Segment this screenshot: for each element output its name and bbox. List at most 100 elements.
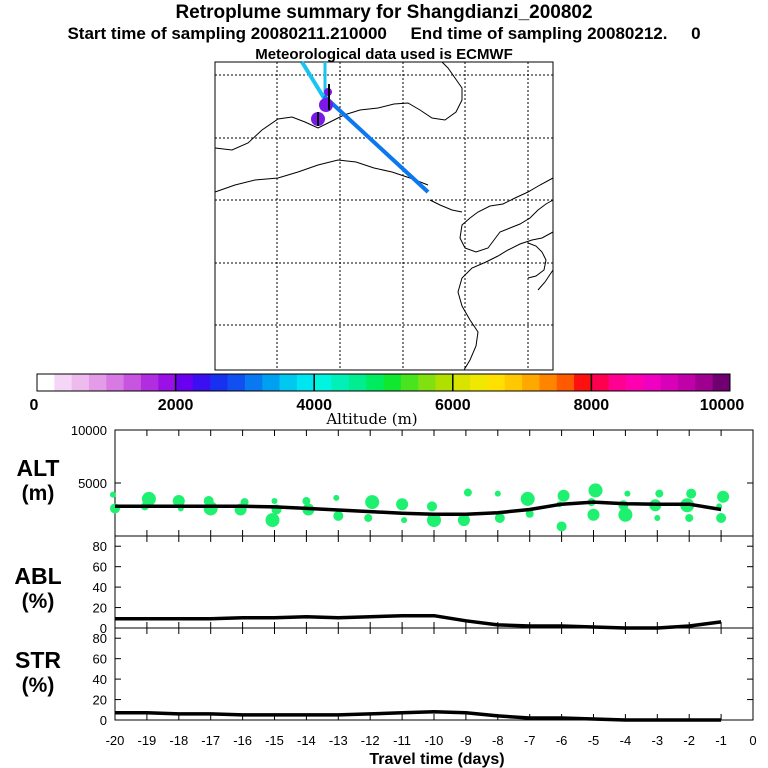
plume-point	[654, 514, 661, 521]
meteorological-data-line: Meteorological data used is ECMWF	[255, 46, 513, 63]
colorbar-swatch	[140, 374, 159, 391]
colorbar-swatch	[296, 374, 315, 391]
plume-point	[365, 495, 380, 510]
plume-point	[427, 513, 441, 528]
sampling-time-line: Start time of sampling 20080211.210000 E…	[67, 24, 701, 43]
x-tick-label: -14	[297, 733, 316, 748]
colorbar-swatch	[123, 374, 142, 391]
colorbar-tick-label: 0	[30, 397, 39, 414]
altitude-colorbar: 0 2000 4000 6000 8000 10000	[30, 373, 745, 414]
trajectory-marker	[319, 98, 333, 112]
y-tick-label: 40	[93, 672, 107, 687]
colorbar-swatch	[504, 374, 523, 391]
plume-point	[557, 489, 570, 502]
time-series-panels: ALT(m)100005000ABL(%)020406080STR(%)0204…	[14, 423, 756, 748]
x-tick-label: -8	[492, 733, 504, 748]
colorbar-swatch	[262, 374, 280, 391]
trajectory-main-branch	[322, 94, 430, 194]
y-tick-label: 0	[100, 713, 107, 728]
x-tick-label: -11	[393, 733, 411, 748]
colorbar-swatch	[366, 374, 384, 391]
panel-y-label: ABL	[14, 563, 61, 589]
x-tick-label: -1	[715, 733, 727, 748]
colorbar-swatch	[227, 374, 246, 391]
plume-point	[427, 501, 437, 512]
colorbar-swatch	[695, 374, 714, 391]
trajectory-upper-branch	[300, 60, 326, 100]
panel-y-label: STR	[15, 647, 61, 673]
y-tick-label: 60	[93, 652, 107, 667]
panel-frame	[114, 627, 754, 721]
x-tick-label: -20	[106, 733, 125, 748]
plume-point	[685, 513, 694, 522]
plume-point	[525, 509, 534, 518]
plume-point	[172, 495, 185, 508]
panel-y-label: ALT	[16, 455, 59, 481]
colorbar-swatch	[452, 374, 471, 391]
colorbar-swatch	[37, 374, 55, 391]
colorbar-tick-label: 10000	[700, 397, 745, 414]
colorbar-swatch	[556, 374, 575, 391]
colorbar-swatch	[54, 374, 73, 391]
y-tick-label: 20	[93, 693, 107, 708]
colorbar-swatch	[591, 374, 610, 391]
x-tick-label: -9	[460, 733, 472, 748]
plume-point	[302, 497, 311, 506]
map-frame	[214, 61, 554, 371]
colorbar-swatch	[400, 374, 419, 391]
plume-point	[364, 513, 373, 522]
colorbar-swatch	[678, 374, 696, 391]
colorbar-swatch	[435, 374, 454, 391]
plume-point	[618, 507, 633, 522]
series-line	[115, 710, 722, 722]
x-tick-label: -17	[201, 733, 220, 748]
colorbar-swatch	[279, 374, 298, 391]
colorbar-swatch	[660, 374, 679, 391]
colorbar-swatch	[712, 374, 731, 391]
map-borders	[214, 61, 554, 371]
y-tick-label: 10000	[71, 423, 107, 438]
y-tick-label: 80	[93, 631, 107, 646]
plume-point	[494, 512, 505, 523]
plume-point	[717, 490, 730, 503]
colorbar-swatch	[331, 374, 350, 391]
plume-point	[110, 491, 116, 498]
panel-y-unit: (%)	[22, 590, 55, 613]
x-tick-label: -6	[556, 733, 568, 748]
trajectory-map	[214, 60, 554, 371]
x-axis-label: Travel time (days)	[369, 751, 504, 768]
x-tick-label: 0	[749, 733, 756, 748]
x-tick-label: -13	[329, 733, 348, 748]
colorbar-label: Altitude (m)	[325, 410, 417, 428]
y-tick-label: 0	[100, 621, 107, 636]
plume-point	[333, 510, 344, 521]
colorbar-swatch	[158, 374, 176, 391]
plume-point	[494, 490, 501, 497]
plume-point	[686, 488, 697, 499]
colorbar-swatch	[88, 374, 107, 391]
plume-point	[520, 491, 535, 506]
colorbar-swatch	[470, 374, 488, 391]
x-tick-label: -4	[620, 733, 632, 748]
median-altitude-line	[115, 500, 722, 517]
plume-point	[587, 508, 600, 521]
x-tick-label: -19	[138, 733, 157, 748]
colorbar-swatch	[244, 374, 263, 391]
colorbar-swatch	[71, 374, 90, 391]
x-tick-label: -15	[265, 733, 284, 748]
colorbar-swatch	[418, 374, 436, 391]
x-tick-label: -18	[169, 733, 188, 748]
colorbar-swatch	[626, 374, 644, 391]
colorbar-swatch	[487, 374, 506, 391]
x-tick-label: -5	[588, 733, 600, 748]
x-tick-label: -7	[524, 733, 536, 748]
plume-point	[716, 512, 727, 523]
panel-y-unit: (%)	[22, 674, 55, 697]
colorbar-swatch	[210, 374, 228, 391]
panel-y-unit: (m)	[22, 482, 55, 505]
plume-point	[401, 517, 408, 524]
colorbar-tick-label: 2000	[158, 397, 194, 414]
map-gridlines	[215, 62, 553, 370]
plume-point	[333, 494, 340, 501]
